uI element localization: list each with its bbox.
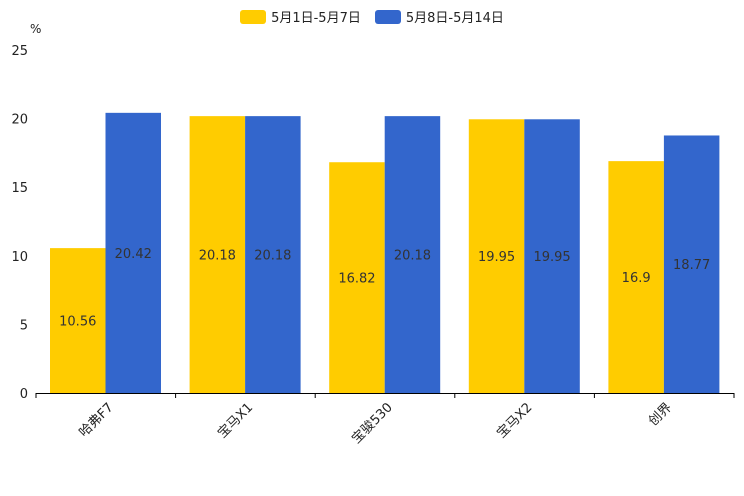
bar-1 [468,119,525,393]
data-label: 10.56 [59,315,96,330]
bar-1 [329,162,385,393]
y-tick-label: 10 [11,250,28,265]
bar-2 [245,116,301,393]
y-tick-label: 15 [11,181,28,196]
data-label: 16.9 [622,271,651,286]
legend-swatch-series-2 [374,9,401,24]
bar-2 [524,119,580,393]
data-label: 20.18 [199,249,236,264]
legend-swatch-series-1 [240,9,267,24]
data-label: 19.95 [533,250,570,265]
x-tick-label: 创界 [646,400,675,429]
bar-1 [608,161,664,393]
bar-2 [384,116,441,393]
legend-label-series-1: 5月1日-5月7日 [271,11,361,26]
data-label: 16.82 [338,272,375,287]
data-label: 20.18 [394,249,431,264]
y-tick-label: 0 [20,387,28,402]
data-label: 18.77 [673,258,710,273]
y-tick-label: 25 [11,44,28,59]
x-tick-label: 宝骏530 [349,400,396,447]
y-tick-label: 20 [11,113,28,128]
bar-2 [663,135,720,394]
legend-label-series-2: 5月8日-5月14日 [405,11,504,26]
bar-1 [50,248,106,393]
data-label: 20.42 [115,247,152,262]
y-axis-unit: % [30,22,42,36]
x-tick-label: 宝马X2 [494,400,535,441]
y-tick-label: 5 [20,318,28,333]
bar-1 [189,116,246,393]
x-tick-label: 哈弗F7 [77,400,117,440]
x-tick-label: 宝马X1 [215,400,256,441]
legend-item-series-2[interactable]: 5月8日-5月14日 [374,7,504,26]
data-label: 20.18 [254,249,291,264]
data-label: 19.95 [478,250,515,265]
legend: 5月1日-5月7日 5月8日-5月14日 [0,7,744,26]
legend-item-series-1[interactable]: 5月1日-5月7日 [240,7,361,26]
bar-2 [105,112,161,394]
